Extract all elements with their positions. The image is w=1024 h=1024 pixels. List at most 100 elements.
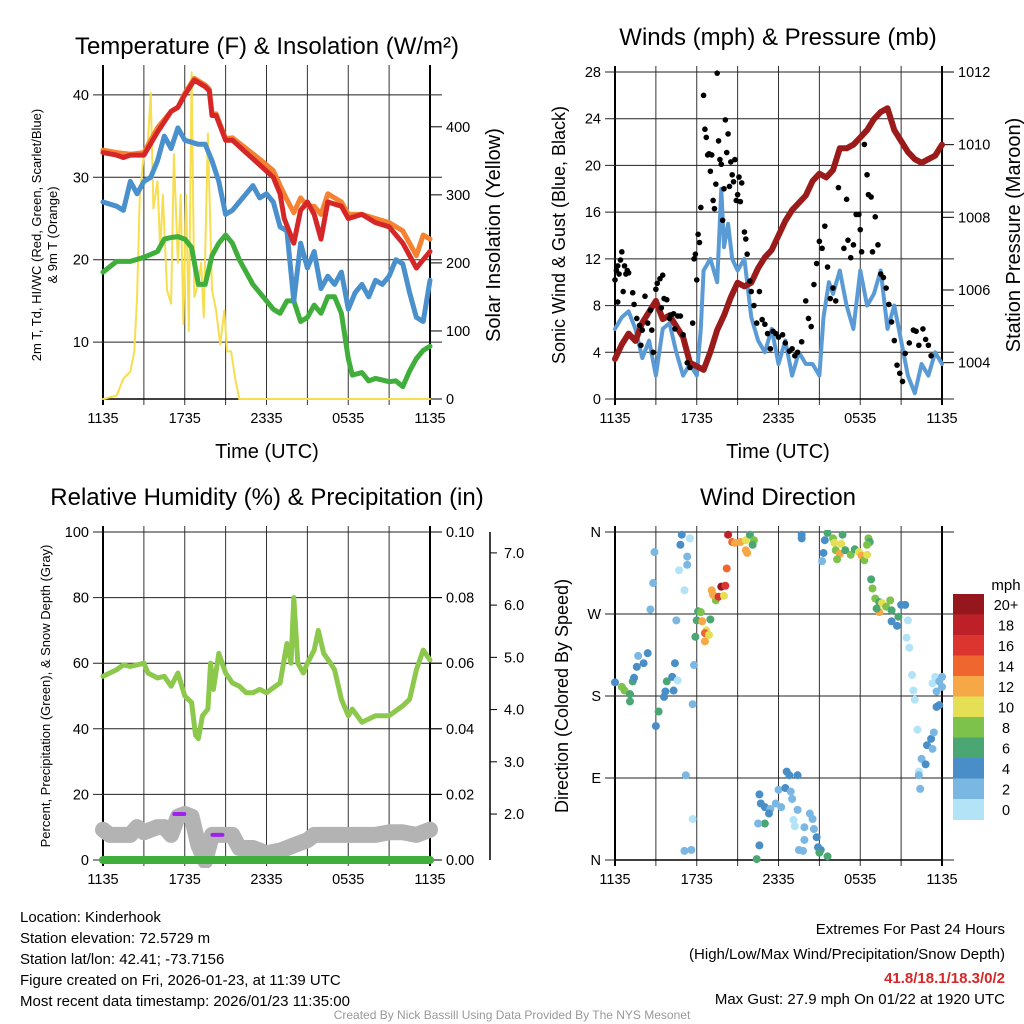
gust-point: [899, 378, 906, 385]
gust-point: [916, 342, 922, 349]
plot-area: [100, 71, 433, 400]
2m-t-line: [100, 77, 433, 271]
gust-point: [728, 159, 734, 165]
wind-direction-point: [932, 687, 941, 696]
gust-point: [636, 322, 643, 329]
snow-depth-tick-label: 6.0: [504, 598, 524, 614]
gust-point: [714, 70, 720, 76]
gust-point: [700, 92, 707, 99]
gust-point: [729, 171, 735, 178]
x-tick-label: 2335: [250, 411, 282, 427]
colorbar-title: mph: [991, 577, 1020, 594]
wind-direction-point: [764, 809, 773, 818]
x-tick-label: 1735: [169, 872, 201, 888]
created-text: Figure created on Fri, 2026-01-23, at 11…: [20, 972, 341, 989]
gust-point: [819, 245, 825, 252]
gust-point: [928, 352, 934, 359]
gust-point: [789, 345, 795, 352]
gust-point: [736, 174, 742, 180]
gust-point: [888, 319, 895, 325]
gust-point: [677, 313, 684, 319]
gust-point: [805, 315, 812, 322]
gust-point: [856, 211, 862, 218]
gust-point: [847, 254, 854, 261]
y2-tick-label: 0.08: [446, 591, 474, 607]
wind-direction-point: [916, 784, 925, 793]
y-tick-label: 8: [593, 299, 601, 315]
gust-point: [864, 171, 870, 178]
gust-point: [647, 307, 654, 314]
y2-tick-label: 0.02: [446, 787, 474, 803]
wind-direction-point: [785, 771, 794, 780]
wind-direction-point: [799, 846, 808, 855]
gust-point: [759, 316, 765, 323]
wind-direction-point: [676, 540, 685, 549]
plot-area: [612, 70, 945, 396]
wind-direction-point: [863, 550, 872, 559]
gust-point: [743, 236, 749, 242]
wind-direction-point: [837, 539, 846, 548]
wind-direction-point: [846, 550, 855, 559]
gust-point: [824, 264, 831, 270]
wind-direction-point: [687, 845, 696, 854]
temperature-title: Temperature (F) & Insolation (W/m²): [75, 33, 459, 60]
winds-xlabel: Time (UTC): [726, 441, 830, 463]
x-tick-label: 1135: [599, 872, 630, 888]
max-gust-text: Max Gust: 27.9 mph On 01/22 at 1920 UTC: [715, 991, 1005, 1008]
extremes-subtitle: (High/Low/Max Wind/Precipitation/Snow De…: [689, 946, 1005, 963]
humidity-panel: Relative Humidity (%) & Precipitation (i…: [38, 484, 524, 888]
gust-point: [843, 196, 850, 203]
wind-direction-point: [680, 586, 689, 595]
humidity-ylabel: Percent, Precipitation (Green), & Snow D…: [38, 545, 53, 848]
extremes-title: Extremes For Past 24 Hours: [816, 921, 1005, 938]
gust-point: [634, 315, 640, 322]
wind-direction-point: [823, 852, 832, 861]
gust-point: [753, 320, 760, 326]
gust-point: [894, 362, 900, 368]
wind-direction-point: [639, 659, 648, 668]
y2-tick-label: 1012: [958, 65, 990, 81]
wind-direction-point: [706, 615, 715, 624]
colorbar-label: 20+: [994, 598, 1019, 614]
wind-direction-point: [908, 671, 917, 680]
dewpoint-line: [100, 232, 433, 390]
y2-tick-label: 400: [446, 120, 470, 136]
wind-direction-point: [654, 707, 663, 716]
wind-direction-point: [901, 600, 910, 609]
gust-point: [672, 326, 678, 332]
gust-point: [691, 256, 697, 262]
y-tick-label: 12: [585, 252, 601, 268]
y2-tick-label: 1008: [958, 210, 990, 226]
gust-point: [722, 117, 729, 123]
gust-point: [925, 342, 932, 349]
gust-point: [695, 231, 701, 238]
colorbar-label: 18: [998, 619, 1014, 635]
wind-direction-point: [721, 581, 730, 590]
gust-point: [782, 340, 789, 346]
wind-direction-point: [650, 548, 659, 557]
wind-direction-point: [833, 555, 842, 564]
station-pressure-line: [612, 105, 945, 373]
wind-direction-point: [696, 608, 705, 617]
colorbar-swatch: [953, 696, 984, 718]
gust-point: [642, 293, 648, 300]
x-tick-label: 1135: [87, 872, 118, 888]
gust-point: [798, 338, 805, 345]
y-tick-label: 0: [81, 853, 89, 869]
x-tick-label: 1135: [414, 872, 445, 888]
gust-point: [841, 245, 847, 252]
gust-point: [707, 168, 714, 175]
colorbar-label: 6: [1002, 742, 1010, 758]
gust-point: [619, 249, 625, 255]
gust-point: [738, 180, 745, 186]
wind-direction-point: [688, 700, 697, 709]
wind-direction-point: [670, 659, 679, 668]
wind-direction-point: [786, 787, 795, 796]
wind-direction-point: [755, 841, 764, 850]
wind-direction-point: [754, 819, 763, 828]
colorbar-label: 8: [1002, 721, 1010, 737]
wind-direction-point: [823, 530, 832, 537]
y-tick-label: 4: [593, 345, 601, 361]
humidity-title: Relative Humidity (%) & Precipitation (i…: [50, 484, 483, 511]
